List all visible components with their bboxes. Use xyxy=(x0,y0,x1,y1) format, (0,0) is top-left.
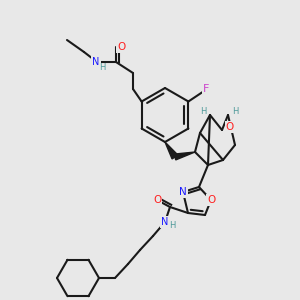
Text: H: H xyxy=(200,106,206,116)
Text: H: H xyxy=(169,221,175,230)
Text: O: O xyxy=(207,195,215,205)
Text: F: F xyxy=(203,85,210,94)
Polygon shape xyxy=(165,142,178,159)
Text: H: H xyxy=(232,106,238,116)
Text: O: O xyxy=(153,195,161,205)
Text: N: N xyxy=(161,217,169,227)
Text: N: N xyxy=(179,187,187,197)
Text: O: O xyxy=(117,42,125,52)
Polygon shape xyxy=(174,152,195,160)
Text: H: H xyxy=(99,62,105,71)
Text: O: O xyxy=(226,122,234,132)
Text: N: N xyxy=(92,57,100,67)
